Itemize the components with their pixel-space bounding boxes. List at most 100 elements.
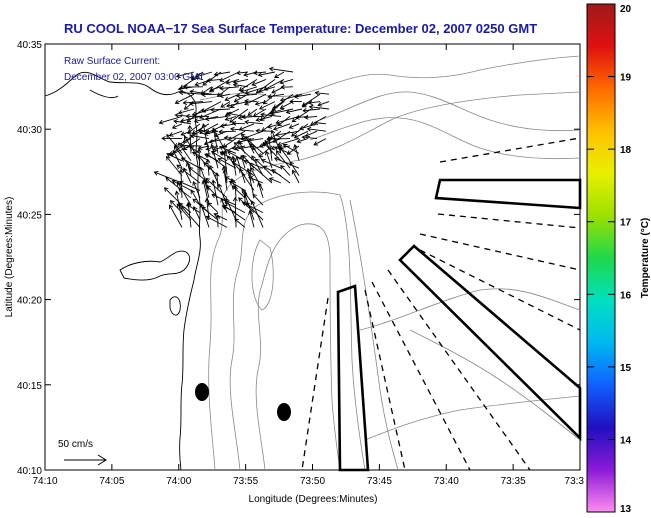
current-vector [236,70,249,76]
current-vector [305,130,318,138]
current-vector [181,205,201,228]
current-vector [257,181,264,198]
current-vector [264,150,273,169]
plot-border [44,43,581,471]
current-vector [241,114,264,120]
current-vector [260,112,282,118]
current-vectors [153,66,330,228]
current-vector [192,180,201,198]
current-vector [258,86,276,93]
current-vector [208,138,228,144]
x-tick-label: 73:35 [501,476,526,487]
current-vector [177,181,192,206]
colorbar-label: Temperature (°C) [640,218,651,299]
colorbar-tick-label: 16 [620,290,632,301]
current-vector [301,134,318,140]
legend-timestamp: December 02, 2007 03:00 GMT [64,72,205,83]
current-vector [225,197,237,221]
current-vector [244,98,258,104]
current-vector [280,164,291,176]
scale-label: 50 cm/s [58,439,93,450]
current-vector [303,114,318,120]
current-vector [209,86,222,92]
current-vector [224,93,240,102]
survey-line [419,249,581,331]
y-axis: 40:35 40:30 40:25 40:20 40:15 40:10 [17,40,580,477]
current-vector [191,108,213,117]
y-tick-label: 40:20 [17,296,42,307]
survey-lines [301,137,581,471]
survey-line [371,281,471,471]
current-vector [308,100,321,106]
current-vector [219,145,237,154]
current-vector [250,200,264,228]
colorbar: 20 19 18 17 16 15 14 13 Temperature (°C) [586,3,651,515]
contour-line [208,91,581,471]
current-vector [226,111,246,117]
current-vector [217,157,237,169]
survey-line [387,269,531,471]
current-vector [231,185,246,199]
current-vector [184,135,201,162]
current-vector [235,93,258,99]
current-vector [291,169,300,184]
current-vector [205,177,228,199]
mooring-points [195,383,291,421]
current-vector [185,161,192,176]
current-vector [175,71,195,79]
current-vector [238,197,255,213]
mooring-point [195,383,209,401]
current-vector [241,201,264,214]
current-vector [296,138,309,144]
current-vector [308,104,330,110]
x-tick-label: 74:10 [32,476,57,487]
current-vector [210,143,219,169]
current-vector [212,127,228,154]
current-vector [267,123,282,129]
current-vector [313,120,327,126]
current-vector [166,152,183,162]
mooring-point [277,403,291,421]
contour-line [251,239,274,311]
current-vector [221,165,228,191]
survey-box [336,284,370,472]
colorbar-tick-label: 18 [620,145,632,156]
current-vector [244,86,267,95]
coast-line [89,89,119,99]
current-vector [176,203,192,221]
current-vector [218,129,237,135]
current-vector [245,202,264,221]
current-vector [252,193,264,206]
current-vector [220,101,231,108]
y-tick-label: 40:25 [17,210,42,221]
y-tick-label: 40:35 [17,40,42,51]
x-tick-label: 73:3 [565,476,585,487]
current-vector [279,101,294,109]
current-vector [267,93,285,99]
current-vector [226,101,249,108]
current-vector [232,82,249,88]
survey-line [439,137,581,163]
current-vector [301,93,321,107]
current-vector [273,157,300,169]
x-tick-label: 73:40 [434,476,459,487]
current-vector [176,164,201,184]
colorbar-tick-label: 17 [620,218,632,229]
current-vector [280,84,294,90]
coast-line [169,296,181,316]
current-vector [192,206,201,221]
y-tick-label: 40:30 [17,125,42,136]
current-vector [239,86,258,94]
current-vector [205,153,228,169]
x-tick-label: 74:00 [166,476,191,487]
survey-boxes [336,178,582,472]
current-vector [244,119,264,125]
current-vector [261,158,282,169]
current-vector [222,204,246,221]
current-vector [279,78,294,85]
current-vector [249,166,264,191]
colorbar-ticks: 20 19 18 17 16 15 14 13 [587,3,632,515]
current-vector [272,123,291,131]
x-tick-label: 73:50 [300,476,325,487]
